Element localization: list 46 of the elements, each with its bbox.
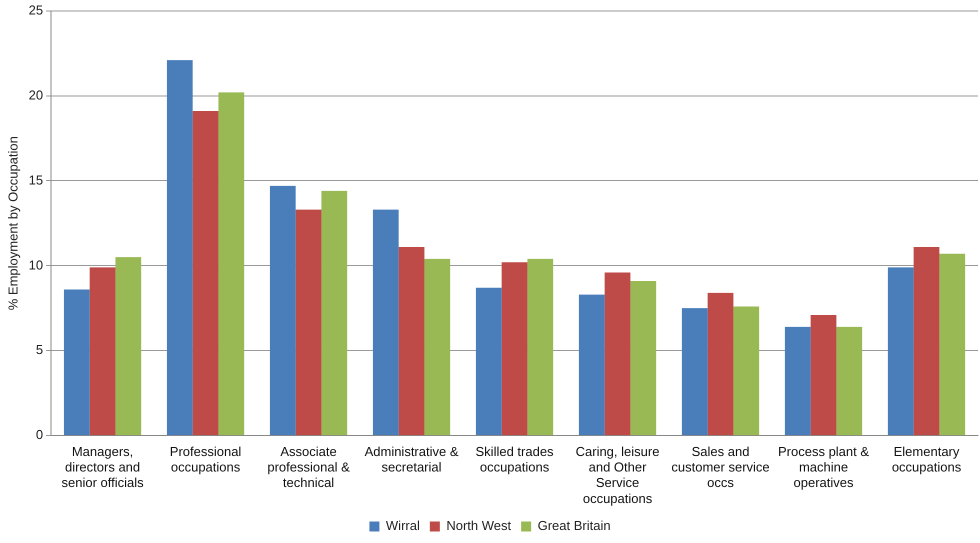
bar <box>115 257 142 436</box>
legend-label: Wirral <box>386 518 420 534</box>
bar <box>64 289 90 436</box>
bar <box>321 190 348 436</box>
bar <box>784 326 811 436</box>
bar <box>218 92 244 436</box>
y-tick-label: 15 <box>28 172 44 188</box>
bar <box>604 272 630 436</box>
x-tick-label: Associate professional & technical <box>267 444 350 490</box>
bar <box>90 267 116 436</box>
bar <box>192 111 218 436</box>
y-tick-label: 0 <box>36 427 44 442</box>
bar <box>502 262 528 436</box>
legend-label: Great Britain <box>538 518 611 534</box>
bar <box>270 186 296 436</box>
x-tick-label: Professional occupations <box>170 444 242 475</box>
x-tick-label: Process plant & machine operatives <box>778 444 870 490</box>
bar <box>836 326 862 436</box>
bar <box>708 292 734 436</box>
bar <box>166 60 193 436</box>
y-axis-title: % Employment by Occupation <box>5 136 20 310</box>
bar <box>527 258 554 436</box>
x-tick-label: Managers, directors and senior officials <box>61 444 144 490</box>
bar <box>939 254 966 436</box>
bar <box>630 280 656 436</box>
y-tick-label: 25 <box>28 2 44 18</box>
bar <box>733 306 760 436</box>
bar <box>888 267 914 436</box>
bar <box>476 288 502 436</box>
y-tick-label: 5 <box>36 342 44 358</box>
bar <box>424 258 450 436</box>
x-tick-label: Sales and customer service occs <box>671 444 770 490</box>
bar <box>682 308 708 436</box>
bar <box>578 294 605 436</box>
bar <box>810 314 836 436</box>
bar <box>296 210 322 436</box>
bar <box>914 246 940 436</box>
x-tick-label: Administrative & secretarial <box>364 444 459 475</box>
x-tick-label: Caring, leisure and Other Service occupations <box>576 444 660 506</box>
x-tick-label: Elementary occupations <box>892 444 962 475</box>
legend-label: North West <box>446 518 512 534</box>
bar <box>372 210 399 436</box>
y-tick-label: 20 <box>28 87 44 102</box>
y-tick-label: 10 <box>28 257 44 272</box>
bar <box>398 246 424 436</box>
x-tick-label: Skilled trades occupations <box>476 444 554 475</box>
